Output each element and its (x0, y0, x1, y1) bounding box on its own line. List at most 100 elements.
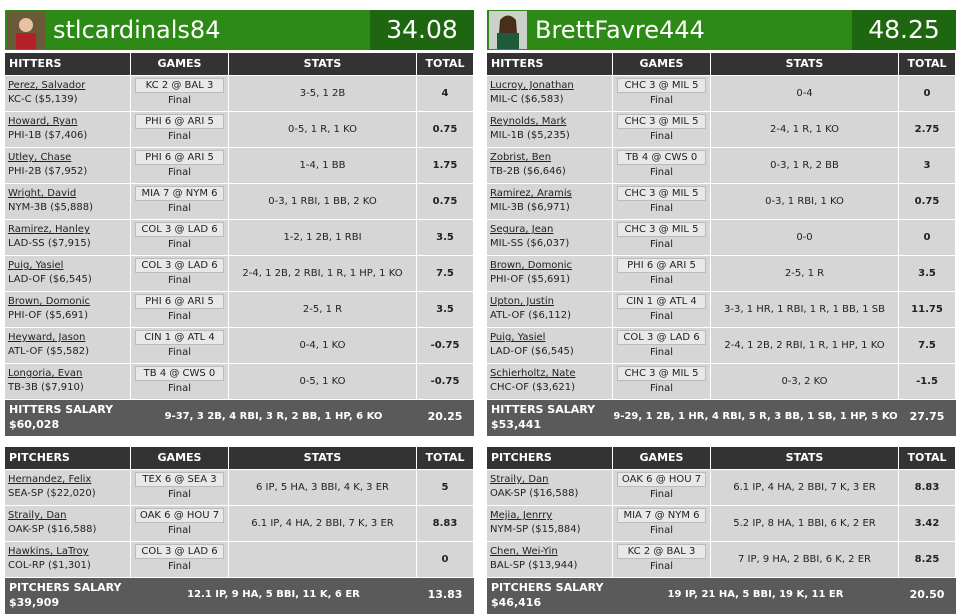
stats-cell: 1-2, 1 2B, 1 RBI (229, 220, 417, 256)
player-row: Heyward, Jason ATL-OF ($5,582) CIN 1 @ ATL… (5, 328, 474, 364)
team-score: 34.08 (370, 10, 474, 50)
player-name[interactable]: Puig, Yasiel (8, 260, 64, 271)
player-total: 0.75 (417, 112, 474, 148)
stats-cell: 1-4, 1 BB (229, 148, 417, 184)
stats-cell: 3-5, 1 2B (229, 76, 417, 112)
player-row: Puig, Yasiel LAD-OF ($6,545) COL 3 @ LAD 6… (487, 328, 956, 364)
player-total: 4 (417, 76, 474, 112)
table-header: HITTERS GAMES STATS TOTAL (5, 53, 474, 76)
player-name[interactable]: Puig, Yasiel (490, 332, 546, 343)
stats-cell: 5.2 IP, 8 HA, 1 BBI, 6 K, 2 ER (711, 506, 899, 542)
player-cell: Upton, Justin ATL-OF ($6,112) (487, 292, 613, 328)
player-name[interactable]: Straily, Dan (490, 474, 549, 485)
player-name[interactable]: Upton, Justin (490, 296, 554, 307)
game-status: Final (649, 239, 674, 250)
player-name[interactable]: Heyward, Jason (8, 332, 86, 343)
player-name[interactable]: Brown, Domonic (8, 296, 91, 307)
game-score: COL 3 @ LAD 6 (135, 222, 224, 237)
player-total: 3.5 (417, 292, 474, 328)
player-name[interactable]: Utley, Chase (8, 152, 72, 163)
stats-cell: 0-5, 1 R, 1 KO (229, 112, 417, 148)
avatar (489, 11, 527, 49)
player-name[interactable]: Straily, Dan (8, 510, 67, 521)
player-name[interactable]: Segura, Jean (490, 224, 554, 235)
game-cell: CHC 3 @ MIL 5 Final (613, 112, 711, 148)
player-cell: Lucroy, Jonathan MIL-C ($6,583) (487, 76, 613, 112)
column-header: HITTERS (5, 53, 131, 76)
player-position: OAK-SP ($16,588) (490, 488, 579, 499)
stats-cell: 2-4, 1 R, 1 KO (711, 112, 899, 148)
game-cell: COL 3 @ LAD 6 Final (613, 328, 711, 364)
game-cell: CIN 1 @ ATL 4 Final (131, 328, 229, 364)
game-score: MIA 7 @ NYM 6 (135, 186, 224, 201)
player-row: Perez, Salvador KC-C ($5,139) KC 2 @ BAL 3… (5, 76, 474, 112)
summary-total: 27.75 (899, 400, 956, 436)
game-cell: CHC 3 @ MIL 5 Final (613, 184, 711, 220)
game-cell: PHI 6 @ ARI 5 Final (131, 112, 229, 148)
team-name: stlcardinals84 (53, 16, 221, 44)
salary-cell: PITCHERS SALARY $39,909 (5, 578, 131, 614)
player-name[interactable]: Chen, Wei-Yin (490, 546, 558, 557)
column-header: GAMES (131, 447, 229, 470)
player-name[interactable]: Hernandez, Felix (8, 474, 92, 485)
player-name[interactable]: Howard, Ryan (8, 116, 78, 127)
player-position: NYM-3B ($5,888) (8, 202, 94, 213)
stats-cell: 0-3, 1 RBI, 1 KO (711, 184, 899, 220)
game-cell: MIA 7 @ NYM 6 Final (131, 184, 229, 220)
player-name[interactable]: Ramirez, Hanley (8, 224, 90, 235)
game-score: CHC 3 @ MIL 5 (617, 186, 706, 201)
player-position: LAD-SS ($7,915) (8, 238, 91, 249)
player-total: -0.75 (417, 328, 474, 364)
game-status: Final (649, 383, 674, 394)
salary-row: HITTERS SALARY $60,028 9-37, 3 2B, 4 RBI, … (5, 400, 474, 436)
column-header: STATS (229, 53, 417, 76)
player-name[interactable]: Ramirez, Aramis (490, 188, 572, 199)
salary-label: PITCHERS SALARY (491, 581, 604, 594)
player-total: 0.75 (899, 184, 956, 220)
column-header: TOTAL (899, 53, 956, 76)
player-cell: Utley, Chase PHI-2B ($7,952) (5, 148, 131, 184)
player-row: Longoria, Evan TB-3B ($7,910) TB 4 @ CWS 0… (5, 364, 474, 400)
player-row: Ramirez, Hanley LAD-SS ($7,915) COL 3 @ LA… (5, 220, 474, 256)
player-row: Brown, Domonic PHI-OF ($5,691) PHI 6 @ ARI… (487, 256, 956, 292)
salary-cell: HITTERS SALARY $60,028 (5, 400, 131, 436)
player-name[interactable]: Reynolds, Mark (490, 116, 567, 127)
player-position: SEA-SP ($22,020) (8, 488, 96, 499)
player-position: PHI-OF ($5,691) (490, 274, 570, 285)
player-total: 5 (417, 470, 474, 506)
player-name[interactable]: Brown, Domonic (490, 260, 573, 271)
game-score: PHI 6 @ ARI 5 (135, 114, 224, 129)
game-score: MIA 7 @ NYM 6 (617, 508, 706, 523)
player-position: MIL-3B ($6,971) (490, 202, 570, 213)
player-cell: Segura, Jean MIL-SS ($6,037) (487, 220, 613, 256)
player-name[interactable]: Perez, Salvador (8, 80, 86, 91)
game-status: Final (649, 167, 674, 178)
player-name[interactable]: Schierholtz, Nate (490, 368, 576, 379)
column-header: STATS (711, 53, 899, 76)
player-name[interactable]: Mejia, Jenrry (490, 510, 553, 521)
player-position: MIL-SS ($6,037) (490, 238, 570, 249)
game-status: Final (649, 561, 674, 572)
game-score: COL 3 @ LAD 6 (135, 258, 224, 273)
game-cell: TB 4 @ CWS 0 Final (131, 364, 229, 400)
player-name[interactable]: Zobrist, Ben (490, 152, 552, 163)
game-score: CHC 3 @ MIL 5 (617, 366, 706, 381)
game-cell: KC 2 @ BAL 3 Final (131, 76, 229, 112)
player-cell: Chen, Wei-Yin BAL-SP ($13,944) (487, 542, 613, 578)
game-cell: COL 3 @ LAD 6 Final (131, 256, 229, 292)
stats-cell: 6.1 IP, 4 HA, 2 BBI, 7 K, 3 ER (229, 506, 417, 542)
game-cell: CHC 3 @ MIL 5 Final (613, 364, 711, 400)
player-name[interactable]: Longoria, Evan (8, 368, 83, 379)
player-name[interactable]: Hawkins, LaTroy (8, 546, 89, 557)
player-row: Brown, Domonic PHI-OF ($5,691) PHI 6 @ ARI… (5, 292, 474, 328)
game-score: CIN 1 @ ATL 4 (135, 330, 224, 345)
player-cell: Zobrist, Ben TB-2B ($6,646) (487, 148, 613, 184)
game-score: TEX 6 @ SEA 3 (135, 472, 224, 487)
player-position: LAD-OF ($6,545) (8, 274, 92, 285)
player-name[interactable]: Lucroy, Jonathan (490, 80, 574, 91)
game-score: OAK 6 @ HOU 7 (135, 508, 224, 523)
player-name[interactable]: Wright, David (8, 188, 77, 199)
player-total: 0 (417, 542, 474, 578)
game-score: PHI 6 @ ARI 5 (135, 294, 224, 309)
